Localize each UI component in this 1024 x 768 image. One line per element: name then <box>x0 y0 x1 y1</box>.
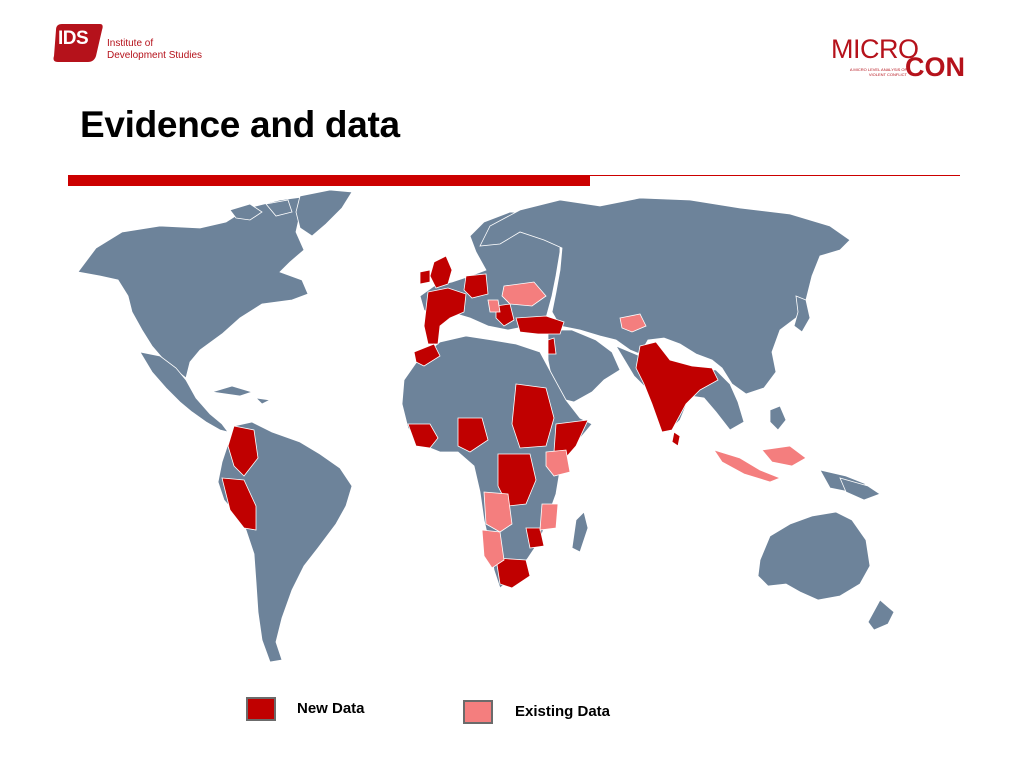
ireland <box>419 269 431 285</box>
sulawesi-existing <box>761 445 807 467</box>
land-base <box>77 189 895 663</box>
germany <box>463 273 489 299</box>
page-title: Evidence and data <box>80 104 400 145</box>
new-zealand <box>867 599 895 631</box>
west-africa <box>407 423 439 449</box>
ids-badge-shape <box>53 24 103 62</box>
papua <box>769 405 881 501</box>
legend-label-new: New Data <box>297 700 365 717</box>
angola-namibia <box>483 491 513 533</box>
levant <box>547 337 557 355</box>
caribbean <box>211 385 272 405</box>
greenland <box>295 189 353 237</box>
japan <box>793 295 811 333</box>
south-africa <box>495 557 531 589</box>
north-america <box>77 191 338 379</box>
ids-name: Institute of Development Studies <box>107 38 202 62</box>
nigeria <box>457 417 489 453</box>
south-america <box>217 421 353 663</box>
indonesia-existing <box>713 449 782 483</box>
legend-label-existing: Existing Data <box>515 703 611 720</box>
zimbabwe <box>525 527 545 549</box>
colombia <box>227 425 259 477</box>
microcon-bottom-text: CON <box>905 52 965 82</box>
mozambique <box>539 503 559 531</box>
microcon-tagline: A MICRO LEVEL ANALYSIS OF VIOLENT CONFLI… <box>849 67 907 77</box>
france-iberia <box>423 287 467 345</box>
ids-logo: IDS Institute of Development Studies <box>52 22 222 68</box>
eastern-europe <box>501 281 547 307</box>
microcon-logo: MICRO CON A MICRO LEVEL ANALYSIS OF VIOL… <box>831 34 981 84</box>
title-rule-thick <box>68 175 590 186</box>
central-africa <box>497 453 537 507</box>
sri-lanka-new <box>671 431 681 447</box>
legend-swatch-existing <box>463 700 493 724</box>
russia-asia <box>479 197 851 395</box>
madagascar <box>571 511 589 553</box>
balkans-existing <box>487 299 501 313</box>
central-asia-existing <box>619 313 647 333</box>
arctic-islands <box>229 199 293 221</box>
microcon-top-text: MICRO <box>831 34 919 64</box>
existing-data-countries <box>481 281 807 569</box>
ids-name-line1: Institute of <box>107 38 154 49</box>
ids-badge-text: IDS <box>58 28 89 49</box>
balkans <box>495 303 515 327</box>
sudan <box>511 383 555 449</box>
turkey <box>515 315 565 335</box>
morocco <box>413 343 441 367</box>
title-rule-thin <box>590 175 960 176</box>
ids-name-line2: Development Studies <box>107 50 203 61</box>
namibia <box>481 529 505 569</box>
india <box>635 341 719 433</box>
australia <box>757 511 871 601</box>
peru <box>221 477 257 531</box>
legend-swatch-new <box>246 697 276 721</box>
central-america <box>139 351 229 433</box>
kenya-region <box>545 449 571 477</box>
